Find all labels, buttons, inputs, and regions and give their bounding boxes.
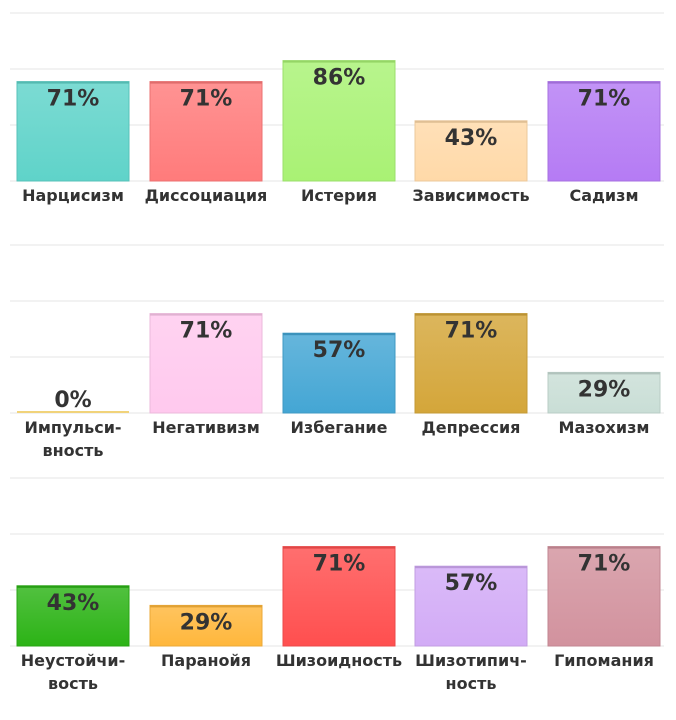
bar-шизоидность bbox=[282, 546, 396, 647]
category-label: Негативизм bbox=[152, 418, 260, 437]
category-label: Неустойчи-вость bbox=[21, 651, 125, 693]
bar-top-edge bbox=[415, 566, 527, 569]
value-label: 57% bbox=[445, 571, 498, 596]
bar-паранойя bbox=[149, 604, 263, 647]
bar-chart-3: 43% Неустойчи-вость 29% Паранойя 71% Шизоидно… bbox=[10, 477, 664, 693]
bar-top-edge bbox=[548, 546, 660, 549]
bar-негативизм bbox=[149, 313, 263, 414]
value-label: 29% bbox=[578, 377, 631, 402]
bar-гипомания bbox=[547, 546, 661, 647]
value-label: 71% bbox=[180, 319, 233, 344]
category-label: Мазохизм bbox=[559, 418, 650, 437]
bar-chart-2: 0% Импульси-вность 71% Негативизм 57% Избеган… bbox=[10, 244, 664, 460]
bar-top-edge bbox=[17, 585, 129, 588]
value-label: 43% bbox=[445, 126, 498, 151]
bar-top-edge bbox=[548, 372, 660, 375]
value-label: 0% bbox=[54, 388, 91, 413]
bar-top-edge bbox=[17, 81, 129, 84]
bar-нарцисизм bbox=[16, 81, 130, 182]
value-label: 71% bbox=[180, 87, 233, 112]
category-label: Нарцисизм bbox=[22, 186, 124, 205]
bar-top-edge bbox=[415, 313, 527, 316]
value-label: 71% bbox=[445, 319, 498, 344]
bar-избегание bbox=[282, 332, 396, 414]
category-label: Шизоидность bbox=[276, 651, 402, 670]
value-label: 43% bbox=[47, 591, 100, 616]
category-label: Паранойя bbox=[161, 651, 251, 670]
bar-top-edge bbox=[283, 546, 395, 549]
category-label: Истерия bbox=[301, 186, 377, 205]
category-label: Зависимость bbox=[412, 186, 529, 205]
category-label: Импульси-вность bbox=[24, 418, 121, 460]
bar-диссоциация bbox=[149, 81, 263, 182]
value-label: 71% bbox=[578, 87, 631, 112]
value-label: 71% bbox=[313, 552, 366, 577]
category-label: Гипомания bbox=[554, 651, 654, 670]
value-label: 71% bbox=[47, 87, 100, 112]
bar-top-edge bbox=[415, 120, 527, 123]
bar-top-edge bbox=[150, 313, 262, 316]
bar-top-edge bbox=[150, 605, 262, 608]
bar-депрессия bbox=[414, 313, 528, 414]
bar-истерия bbox=[282, 60, 396, 182]
category-label: Шизотипич-ность bbox=[415, 651, 527, 693]
bar-top-edge bbox=[283, 333, 395, 336]
value-label: 57% bbox=[313, 338, 366, 363]
category-label: Депрессия bbox=[422, 418, 521, 437]
value-label: 86% bbox=[313, 66, 366, 91]
bar-садизм bbox=[547, 81, 661, 182]
bar-top-edge bbox=[548, 81, 660, 84]
bar-зависимость bbox=[414, 120, 528, 182]
value-label: 71% bbox=[578, 552, 631, 577]
bar-top-edge bbox=[150, 81, 262, 84]
bar-импульсивность bbox=[17, 411, 129, 413]
category-label: Садизм bbox=[569, 186, 638, 205]
category-label: Диссоциация bbox=[145, 186, 268, 205]
value-label: 29% bbox=[180, 610, 233, 635]
bar-неустойчивость bbox=[16, 585, 130, 647]
category-label: Избегание bbox=[291, 418, 388, 437]
bar-top-edge bbox=[283, 60, 395, 63]
bar-chart-1: 71% Нарцисизм 71% Диссоциация 86% Истерия 43% З… bbox=[10, 12, 664, 205]
